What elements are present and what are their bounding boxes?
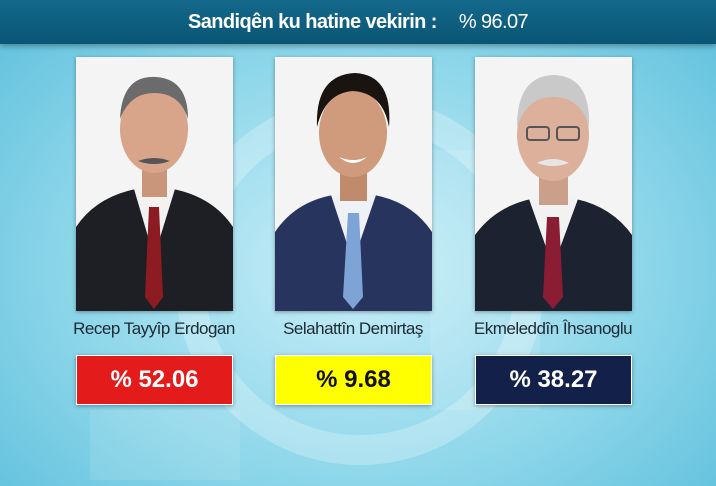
turnout-header: Sandiqên ku hatine vekirin : % 96.07 [0,0,716,44]
turnout-value: % 96.07 [458,10,529,33]
candidate-name: Recep Tayyîp Erdogan [73,319,235,338]
candidate-result: % 9.68 [275,355,432,405]
candidate-photo-erdogan [76,57,233,311]
candidate-name: Ekmeleddîn Îhsanoglu [473,319,633,338]
candidate-photo-ihsanoglu [475,57,632,311]
candidate-result: % 52.06 [76,355,233,405]
candidate-name: Selahattîn Demirtaş [283,319,423,338]
candidate-photo-demirtas [275,57,432,311]
candidate-result: % 38.27 [475,355,632,405]
turnout-label: Sandiqên ku hatine vekirin : [187,10,437,33]
